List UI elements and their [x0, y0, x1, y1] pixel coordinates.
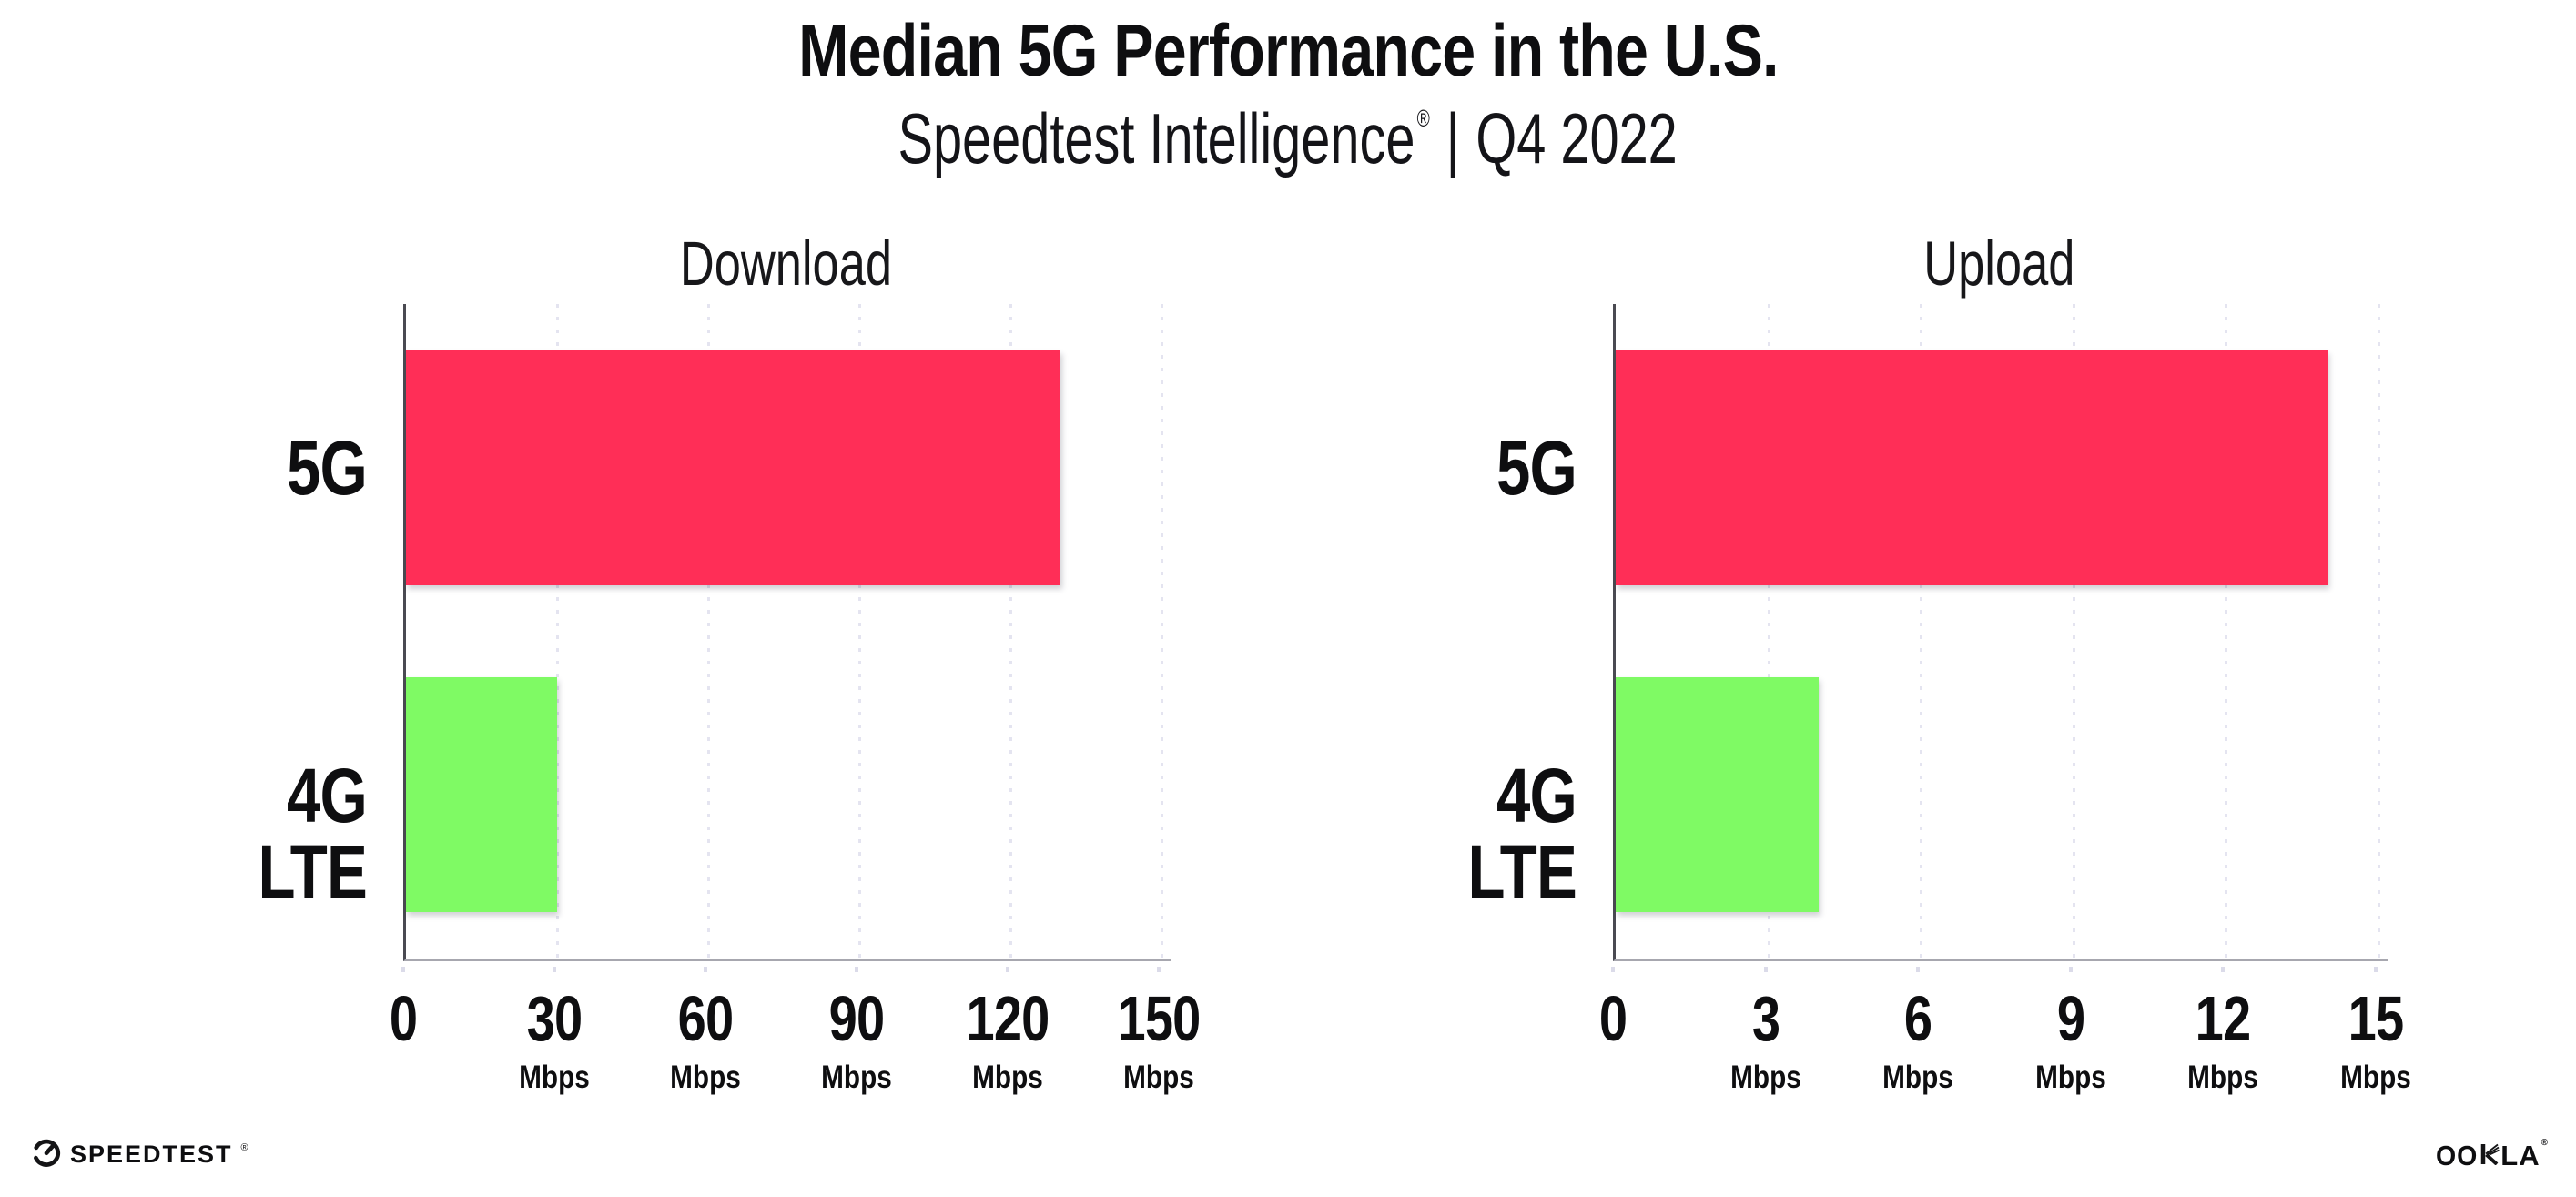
- axis-tick-mark-30: [553, 967, 556, 972]
- chart-download: Download 0 30 Mbps 60 Mbps 90 Mbps 120 Mbps 150 Mb…: [137, 228, 1201, 1147]
- grid-line-15: [2378, 304, 2380, 959]
- x-tick-inner-60: 60 Mbps: [569, 987, 842, 1093]
- x-tick-unit-6: Mbps: [1882, 1060, 1954, 1095]
- subtitle-period: Q4 2022: [1476, 98, 1678, 178]
- axis-tick-mark-9: [2068, 967, 2073, 972]
- x-tick-label-3: 3: [1751, 983, 1780, 1054]
- grid-line-3: [1767, 304, 1770, 959]
- x-tick-label-60: 60: [677, 983, 734, 1054]
- x-tick-inner-30: 30 Mbps: [418, 987, 691, 1093]
- axis-tick-mark-6: [1916, 967, 1921, 972]
- x-tick-label-90: 90: [828, 983, 885, 1054]
- x-tick-label-0: 0: [389, 983, 418, 1054]
- x-tick-inner-9: 9 Mbps: [1934, 987, 2207, 1093]
- plot-area-download: [403, 304, 1171, 961]
- x-tick-unit-60: Mbps: [670, 1060, 741, 1095]
- x-tick-inner-150: 150 Mbps: [1022, 987, 1295, 1093]
- x-tick-unit-15: Mbps: [2340, 1060, 2411, 1095]
- x-tick-label-120: 120: [966, 983, 1050, 1054]
- x-tick-unit-90: Mbps: [821, 1060, 892, 1095]
- ookla-hatched-k-icon: [2480, 1141, 2500, 1170]
- grid-line-9: [2072, 304, 2075, 959]
- x-tick-inner-0: 0: [1476, 987, 1749, 1050]
- plot-area-upload: [1613, 304, 2388, 961]
- grid-line-6: [1920, 304, 1923, 959]
- registered-mark: ®: [1417, 105, 1431, 132]
- axis-tick-mark-90: [855, 967, 858, 972]
- chart-title-upload: Upload: [1922, 228, 2075, 299]
- chart-upload: Upload 0 3 Mbps 6 Mbps 9 Mbps 12 Mbps 15 Mbps 5G 4G …: [1346, 228, 2411, 1147]
- chart-title-download: Download: [679, 228, 892, 299]
- speedtest-gauge-icon: [31, 1137, 62, 1172]
- x-tick-label-0: 0: [1598, 983, 1628, 1054]
- grid-line-150: [1161, 304, 1163, 959]
- speedtest-wordmark: SPEEDTEST: [70, 1141, 233, 1168]
- ookla-wordmark-oo: OO: [2436, 1140, 2479, 1172]
- bar-4g-lte-upload: [1616, 677, 1820, 913]
- axis-tick-mark-12: [2221, 967, 2226, 972]
- bar-5g-download: [406, 350, 1061, 585]
- bar-5g-upload: [1616, 350, 2328, 585]
- axis-tick-mark-0: [401, 967, 405, 972]
- grid-line-12: [2225, 304, 2228, 959]
- axis-tick-mark-60: [704, 967, 707, 972]
- bar-4g-lte-download: [406, 677, 557, 913]
- x-tick-inner-3: 3 Mbps: [1629, 987, 1902, 1093]
- axis-tick-mark-3: [1763, 967, 1768, 972]
- x-tick-inner-0: 0: [267, 987, 540, 1050]
- x-tick-label-9: 9: [2056, 983, 2085, 1054]
- grid-line-120: [1009, 304, 1012, 959]
- subtitle-separator: |: [1445, 98, 1460, 178]
- ookla-logo: OO LA ®: [2434, 1138, 2549, 1172]
- x-tick-unit-3: Mbps: [1729, 1060, 1801, 1095]
- x-tick-unit-150: Mbps: [1123, 1060, 1194, 1095]
- page-title-text: Median 5G Performance in the U.S.: [797, 10, 1779, 92]
- x-tick-label-30: 30: [526, 983, 583, 1054]
- ookla-registered-mark: ®: [2541, 1138, 2549, 1148]
- axis-tick-mark-15: [2374, 967, 2378, 972]
- x-tick-unit-30: Mbps: [519, 1060, 590, 1095]
- x-tick-inner-12: 12 Mbps: [2086, 987, 2359, 1093]
- axis-tick-mark-150: [1157, 967, 1161, 972]
- page-subtitle: Speedtest Intelligence® | Q4 2022: [0, 101, 2576, 177]
- category-label-5g: 5G: [286, 425, 368, 511]
- grid-line-30: [556, 304, 559, 959]
- x-tick-label-6: 6: [1904, 983, 1932, 1054]
- x-tick-unit-9: Mbps: [2034, 1060, 2106, 1095]
- x-tick-label-150: 150: [1117, 983, 1201, 1054]
- speedtest-registered-mark: ®: [240, 1141, 248, 1153]
- category-label-4g-lte: 4G LTE: [1467, 752, 1577, 915]
- axis-tick-mark-120: [1006, 967, 1009, 972]
- category-label-4g-lte: 4G LTE: [258, 752, 367, 915]
- x-tick-inner-15: 15 Mbps: [2239, 987, 2512, 1093]
- subtitle-brand: Speedtest Intelligence: [898, 98, 1415, 178]
- x-tick-inner-90: 90 Mbps: [720, 987, 993, 1093]
- ookla-wordmark-la: LA: [2500, 1140, 2541, 1172]
- grid-line-60: [707, 304, 710, 959]
- x-tick-label-12: 12: [2196, 983, 2252, 1054]
- x-tick-inner-6: 6 Mbps: [1781, 987, 2054, 1093]
- grid-line-90: [858, 304, 861, 959]
- x-tick-unit-120: Mbps: [972, 1060, 1043, 1095]
- category-label-5g: 5G: [1496, 425, 1577, 511]
- x-tick-label-15: 15: [2348, 983, 2405, 1054]
- x-tick-unit-12: Mbps: [2187, 1060, 2259, 1095]
- axis-tick-mark-0: [1611, 967, 1615, 972]
- x-tick-inner-120: 120 Mbps: [871, 987, 1144, 1093]
- page-title: Median 5G Performance in the U.S.: [0, 10, 2576, 92]
- speedtest-logo: SPEEDTEST ®: [31, 1137, 248, 1172]
